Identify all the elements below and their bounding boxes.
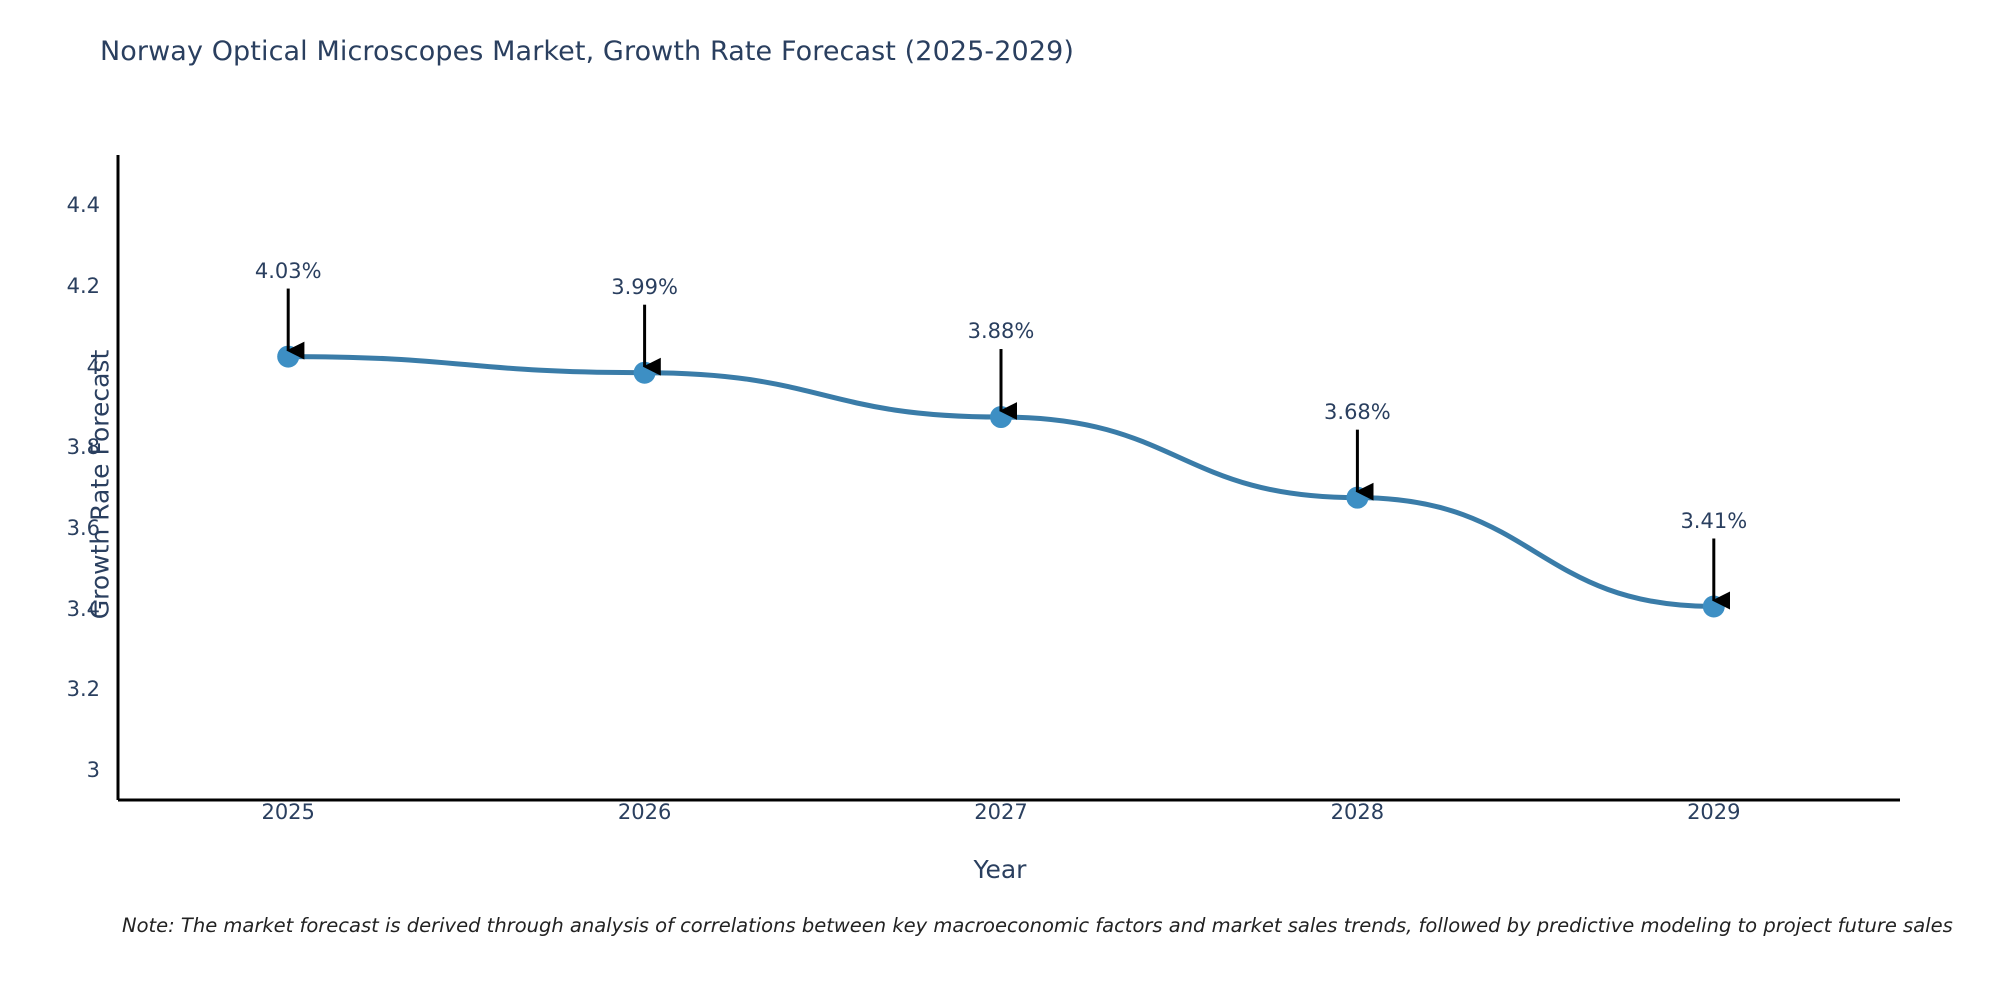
x-tick-label: 2028 <box>1330 800 1385 824</box>
chart-note: Note: The market forecast is derived thr… <box>122 914 1953 937</box>
x-tick-label: 2026 <box>617 800 672 824</box>
y-tick-label: 4 <box>86 354 100 379</box>
y-tick-label: 3.2 <box>66 677 100 702</box>
axis-lines <box>116 155 1900 802</box>
y-tick-label: 3.6 <box>66 515 100 540</box>
point-value-label: 3.99% <box>611 274 678 299</box>
point-value-label: 4.03% <box>254 258 322 283</box>
y-tick-label: 4.4 <box>66 193 100 218</box>
point-value-label: 3.41% <box>1680 508 1748 533</box>
y-tick-label: 3.8 <box>66 435 100 460</box>
point-value-label: 3.88% <box>967 319 1035 344</box>
x-tick-label: 2027 <box>974 800 1028 824</box>
x-tick-label: 2025 <box>261 800 315 824</box>
y-tick-label: 4.2 <box>66 274 100 299</box>
y-tick-label: 3 <box>86 757 100 782</box>
y-tick-label: 3.4 <box>66 596 100 621</box>
chart-title: Norway Optical Microscopes Market, Growt… <box>100 36 1075 67</box>
annotation-arrows <box>286 288 1731 610</box>
x-tick-label: 2029 <box>1687 800 1741 824</box>
point-value-label: 3.68% <box>1324 399 1391 424</box>
x-axis-title: Year <box>973 855 1027 884</box>
